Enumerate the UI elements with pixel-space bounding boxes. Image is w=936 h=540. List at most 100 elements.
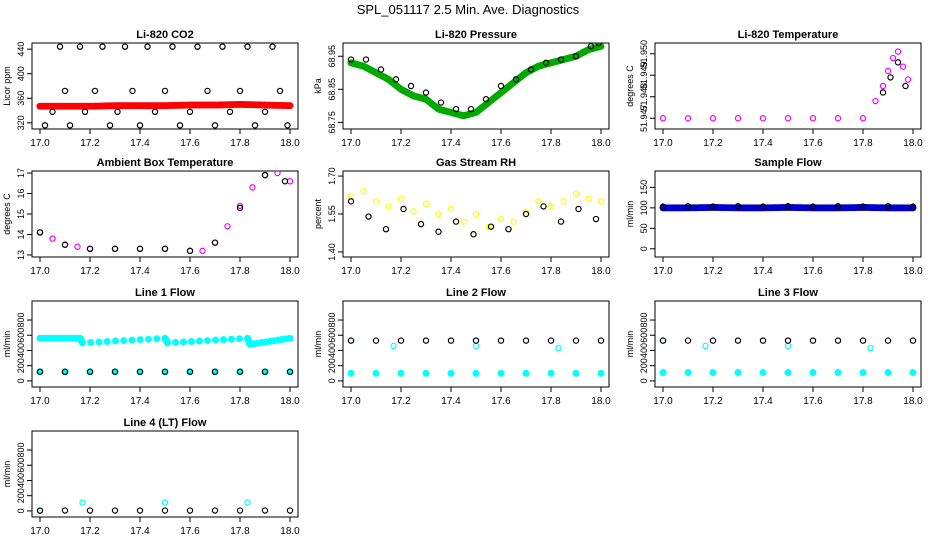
chart-panel-gas-stream-rh: Gas Stream RH percent 17.0 17.2 17.4 17.6 17.8… xyxy=(313,157,611,277)
data-point xyxy=(61,241,69,248)
series-line-3-flow-setpoint xyxy=(659,369,917,377)
data-point xyxy=(199,247,206,255)
data-point xyxy=(365,213,372,220)
data-point xyxy=(251,122,259,129)
data-point xyxy=(106,122,114,129)
series-line-2-flow-dips xyxy=(347,337,562,352)
x-tick-label: 17.2 xyxy=(703,266,723,277)
y-tick-label: 68.85 xyxy=(327,78,337,101)
data-points xyxy=(36,171,294,255)
data-point xyxy=(522,208,530,215)
y-tick-label: 800 xyxy=(16,313,26,328)
series-box-temperature-instantaneous xyxy=(36,171,289,255)
data-point xyxy=(188,337,195,345)
y-tick-label: 600 xyxy=(16,328,26,343)
chart-panel-line-2-flow: Line 2 Flow ml/min 17.0 17.2 17.4 17.6 17.8 18.… xyxy=(313,287,611,407)
data-point xyxy=(136,245,144,253)
data-point xyxy=(236,204,244,212)
y-tick-label: 68.95 xyxy=(327,45,337,68)
data-point xyxy=(784,115,792,122)
data-point xyxy=(899,63,907,70)
data-point xyxy=(204,337,211,345)
data-point xyxy=(161,507,169,514)
data-point xyxy=(161,87,169,95)
x-tick-label: 18.0 xyxy=(903,266,923,277)
data-point xyxy=(557,56,565,63)
data-point xyxy=(347,56,355,63)
x-tick-label: 18.0 xyxy=(591,138,611,149)
data-point xyxy=(472,369,480,377)
y-tick-label: 1.55 xyxy=(327,205,337,223)
data-point xyxy=(884,67,892,75)
x-tick-label: 17.8 xyxy=(853,266,873,277)
data-point xyxy=(397,369,405,377)
data-point xyxy=(111,245,119,253)
chart-title: Line 2 Flow xyxy=(446,287,506,299)
data-point xyxy=(79,339,86,347)
data-point xyxy=(61,507,69,514)
plot-frame xyxy=(654,42,922,130)
data-point xyxy=(809,337,817,344)
x-tick-label: 18.0 xyxy=(280,396,300,407)
x-tick-label: 18.0 xyxy=(591,266,611,277)
data-point xyxy=(226,108,234,116)
x-tick-label: 17.0 xyxy=(30,526,50,537)
y-tick-label: 0 xyxy=(16,508,26,513)
data-point xyxy=(684,203,692,210)
data-point xyxy=(902,82,909,90)
x-tick-label: 17.4 xyxy=(753,396,773,407)
y-tick-label: 51.949 xyxy=(639,61,649,89)
data-point xyxy=(709,369,717,377)
y-tick-label: 400 xyxy=(327,343,337,358)
y-tick-label: 14 xyxy=(16,229,26,239)
data-point xyxy=(111,368,119,375)
data-point xyxy=(79,499,86,506)
data-point xyxy=(709,203,717,210)
y-tick-label: 200 xyxy=(639,358,649,373)
y-tick-label: 51.948 xyxy=(639,83,649,111)
x-tick-label: 17.4 xyxy=(130,138,150,149)
data-point xyxy=(684,369,692,377)
data-point xyxy=(909,337,917,344)
data-point xyxy=(161,499,169,506)
data-points xyxy=(36,43,294,129)
x-tick-label: 17.0 xyxy=(653,266,673,277)
data-point xyxy=(889,54,897,62)
data-point xyxy=(587,43,595,50)
data-point xyxy=(176,122,184,129)
data-point xyxy=(487,223,495,230)
data-point xyxy=(595,43,602,47)
data-point xyxy=(211,122,219,129)
data-point xyxy=(894,59,902,66)
x-tick-label: 17.2 xyxy=(703,396,723,407)
data-point xyxy=(103,337,111,345)
data-point xyxy=(95,338,103,346)
data-point xyxy=(410,208,417,215)
data-point xyxy=(186,247,194,255)
data-point xyxy=(136,336,144,344)
data-point xyxy=(759,369,767,377)
x-tick-label: 18.0 xyxy=(280,526,300,537)
data-point xyxy=(274,171,281,177)
data-point xyxy=(66,122,74,129)
data-point xyxy=(347,193,355,200)
data-point xyxy=(547,337,555,344)
data-point xyxy=(397,337,405,344)
data-point xyxy=(497,215,505,223)
data-point xyxy=(422,89,430,96)
data-point xyxy=(447,337,455,344)
data-point xyxy=(120,337,128,345)
data-point xyxy=(884,369,892,377)
plot-frame xyxy=(654,170,922,258)
x-tick-label: 17.6 xyxy=(180,266,200,277)
data-point xyxy=(759,337,767,344)
data-point xyxy=(347,369,355,377)
chart-title: Li-820 Temperature xyxy=(738,29,839,41)
x-tick-label: 17.4 xyxy=(753,138,773,149)
data-point xyxy=(872,97,879,105)
data-point xyxy=(560,198,567,205)
data-point xyxy=(709,337,717,344)
page-title: SPL_051117 2.5 Min. Ave. Diagnostics xyxy=(357,2,580,17)
plot-frame xyxy=(342,300,610,388)
data-point xyxy=(382,225,390,233)
